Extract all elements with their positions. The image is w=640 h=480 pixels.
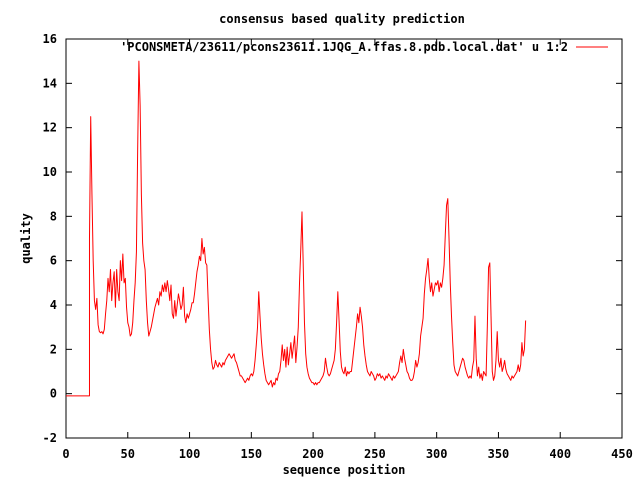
y-tick-label: 2 [50,342,57,356]
x-tick-label: 250 [364,447,386,461]
y-tick-label: -2 [43,431,57,445]
legend-entry-label: 'PCONSMETA/23611/pcons23611.1JQG_A.ffas.… [120,40,568,55]
legend: 'PCONSMETA/23611/pcons23611.1JQG_A.ffas.… [120,40,608,55]
x-tick-label: 350 [488,447,510,461]
y-tick-label: 14 [43,76,57,90]
x-tick-label: 450 [611,447,633,461]
y-tick-label: 8 [50,209,57,223]
x-axis: 0 50 100 150 200 250 300 350 400 450 [62,39,633,461]
y-tick-label: 12 [43,121,57,135]
x-tick-label: 400 [549,447,571,461]
x-tick-label: 300 [426,447,448,461]
x-axis-label: sequence position [283,463,406,477]
y-tick-label: 10 [43,165,57,179]
x-tick-label: 200 [302,447,324,461]
series-line-0 [66,60,527,397]
x-tick-label: 100 [179,447,201,461]
x-tick-label: 150 [240,447,262,461]
y-tick-label: 0 [50,387,57,401]
series-layer [66,60,527,397]
y-axis-label: quality [19,213,33,264]
x-tick-label: 50 [121,447,135,461]
y-axis: -2 0 2 4 6 8 10 12 14 16 [43,32,622,445]
y-tick-label: 6 [50,254,57,268]
y-tick-label: 4 [50,298,57,312]
plot-frame [65,38,623,439]
x-tick-label: 0 [62,447,69,461]
y-tick-label: 16 [43,32,57,46]
chart-title: consensus based quality prediction [219,12,465,26]
